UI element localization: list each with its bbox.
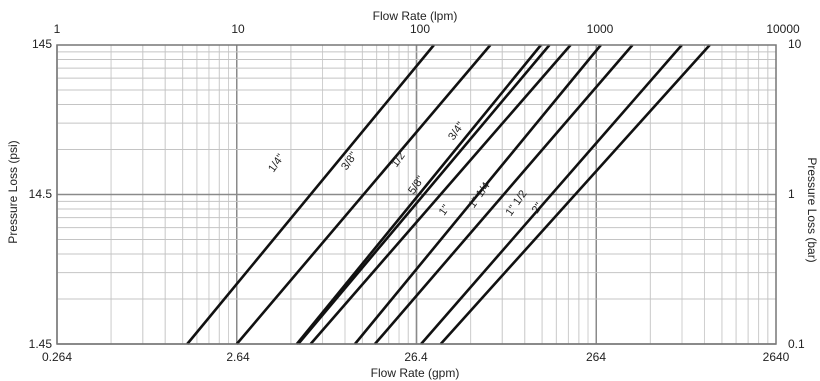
- x-top-tick-label: 10: [231, 22, 245, 36]
- x-bottom-tick-label: 264: [586, 350, 606, 364]
- x-top-tick-label: 1000: [587, 22, 614, 36]
- x-bottom-tick-label: 0.264: [42, 350, 72, 364]
- series-lines: [186, 44, 711, 345]
- x-bottom-tick-label: 2640: [763, 350, 790, 364]
- x-top-tick-label: 10000: [766, 22, 800, 36]
- series-line: [297, 44, 551, 345]
- series-line: [235, 44, 492, 345]
- x-bottom-tick-label: 2.64: [226, 350, 250, 364]
- series-label-1-1-2: 1" 1/2: [503, 188, 529, 218]
- x-top-tick-label: 100: [410, 22, 430, 36]
- x-top-tick-label: 1: [54, 22, 61, 36]
- y-right-tick-label: 1: [788, 187, 795, 201]
- y-left-tick-label: 14.5: [29, 187, 53, 201]
- x-bottom-tick-label: 26.4: [404, 350, 428, 364]
- series-line: [295, 44, 542, 345]
- y-right-tick-label: 0.1: [788, 337, 805, 351]
- right-axis-title: Pressure Loss (bar): [805, 157, 819, 262]
- series-line: [353, 44, 602, 345]
- y-left-tick-label: 1.45: [29, 337, 53, 351]
- series-label-1: 1": [437, 203, 453, 218]
- left-axis-title: Pressure Loss (psi): [6, 140, 20, 243]
- top-axis-title: Flow Rate (lpm): [373, 9, 458, 23]
- series-label-1-2: 1/2": [389, 147, 410, 170]
- series-line: [373, 44, 634, 345]
- series-label-1-4: 1/4": [266, 152, 287, 175]
- plot-frame: [56, 44, 777, 345]
- bottom-axis-title: Flow Rate (gpm): [371, 366, 460, 380]
- y-left-tick-label: 145: [32, 37, 52, 51]
- y-right-tick-label: 10: [788, 37, 802, 51]
- series-line: [439, 44, 711, 345]
- series-label-3-8: 3/8": [339, 150, 360, 173]
- grid: [56, 45, 776, 345]
- series-line: [309, 44, 572, 345]
- series-line: [420, 44, 683, 345]
- series-line: [186, 44, 435, 345]
